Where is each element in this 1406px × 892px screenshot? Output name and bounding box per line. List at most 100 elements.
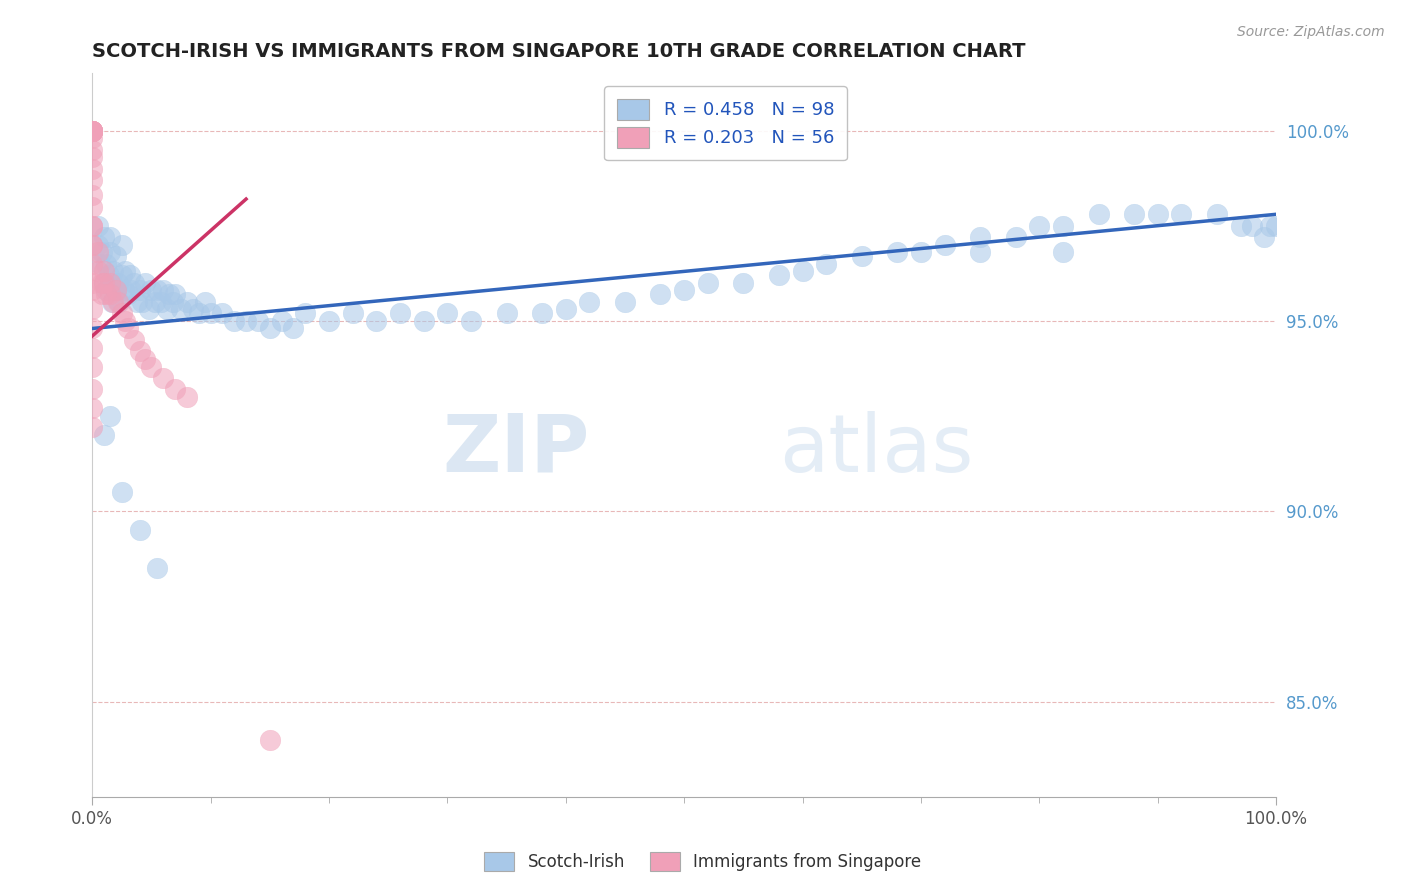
Point — [146, 561, 169, 575]
Point — [96, 257, 118, 271]
Point — [114, 264, 136, 278]
Point — [82, 359, 104, 374]
Point — [122, 276, 145, 290]
Point — [792, 264, 814, 278]
Point — [1206, 207, 1229, 221]
Point — [100, 276, 122, 290]
Point — [141, 284, 163, 298]
Point — [82, 173, 104, 187]
Point — [134, 276, 156, 290]
Point — [143, 294, 166, 309]
Point — [82, 257, 104, 271]
Point — [194, 294, 217, 309]
Point — [342, 306, 364, 320]
Point — [146, 284, 169, 298]
Point — [82, 123, 104, 137]
Point — [224, 314, 246, 328]
Point — [90, 287, 112, 301]
Point — [120, 268, 142, 283]
Point — [246, 314, 269, 328]
Point — [294, 306, 316, 320]
Point — [152, 371, 174, 385]
Point — [107, 294, 129, 309]
Point — [531, 306, 554, 320]
Point — [388, 306, 411, 320]
Point — [733, 276, 755, 290]
Text: atlas: atlas — [779, 410, 973, 489]
Point — [815, 257, 838, 271]
Point — [82, 219, 104, 233]
Point — [98, 409, 121, 423]
Point — [93, 276, 115, 290]
Point — [318, 314, 340, 328]
Point — [128, 344, 150, 359]
Point — [259, 321, 281, 335]
Legend: Scotch-Irish, Immigrants from Singapore: Scotch-Irish, Immigrants from Singapore — [477, 843, 929, 880]
Point — [156, 302, 179, 317]
Point — [910, 245, 932, 260]
Point — [768, 268, 790, 283]
Point — [117, 287, 139, 301]
Point — [165, 383, 187, 397]
Point — [1052, 219, 1074, 233]
Point — [87, 237, 110, 252]
Point — [82, 237, 104, 252]
Point — [181, 302, 204, 317]
Point — [82, 161, 104, 176]
Point — [578, 294, 600, 309]
Point — [82, 401, 104, 416]
Point — [122, 333, 145, 347]
Point — [98, 276, 121, 290]
Point — [82, 200, 104, 214]
Point — [176, 390, 198, 404]
Point — [170, 302, 193, 317]
Point — [969, 245, 991, 260]
Point — [82, 420, 104, 434]
Point — [176, 294, 198, 309]
Point — [82, 123, 104, 137]
Point — [200, 306, 222, 320]
Point — [460, 314, 482, 328]
Point — [82, 302, 104, 317]
Point — [104, 284, 127, 298]
Point — [127, 294, 149, 309]
Point — [235, 314, 257, 328]
Point — [98, 245, 121, 260]
Point — [162, 294, 184, 309]
Point — [187, 306, 209, 320]
Point — [134, 351, 156, 366]
Point — [138, 302, 160, 317]
Point — [117, 321, 139, 335]
Point — [82, 123, 104, 137]
Point — [90, 276, 112, 290]
Point — [82, 131, 104, 145]
Point — [259, 732, 281, 747]
Point — [103, 294, 125, 309]
Point — [87, 264, 110, 278]
Point — [149, 294, 172, 309]
Point — [96, 284, 118, 298]
Point — [82, 123, 104, 137]
Point — [87, 245, 110, 260]
Point — [82, 276, 104, 290]
Point — [270, 314, 292, 328]
Point — [436, 306, 458, 320]
Point — [82, 219, 104, 233]
Point — [1265, 219, 1288, 233]
Point — [141, 359, 163, 374]
Point — [851, 249, 873, 263]
Point — [107, 276, 129, 290]
Point — [1087, 207, 1109, 221]
Point — [82, 284, 104, 298]
Point — [82, 150, 104, 164]
Point — [93, 264, 115, 278]
Point — [104, 249, 127, 263]
Point — [82, 321, 104, 335]
Point — [1123, 207, 1146, 221]
Point — [152, 284, 174, 298]
Text: SCOTCH-IRISH VS IMMIGRANTS FROM SINGAPORE 10TH GRADE CORRELATION CHART: SCOTCH-IRISH VS IMMIGRANTS FROM SINGAPOR… — [93, 42, 1026, 61]
Point — [93, 428, 115, 442]
Point — [211, 306, 233, 320]
Point — [90, 245, 112, 260]
Point — [1253, 230, 1275, 244]
